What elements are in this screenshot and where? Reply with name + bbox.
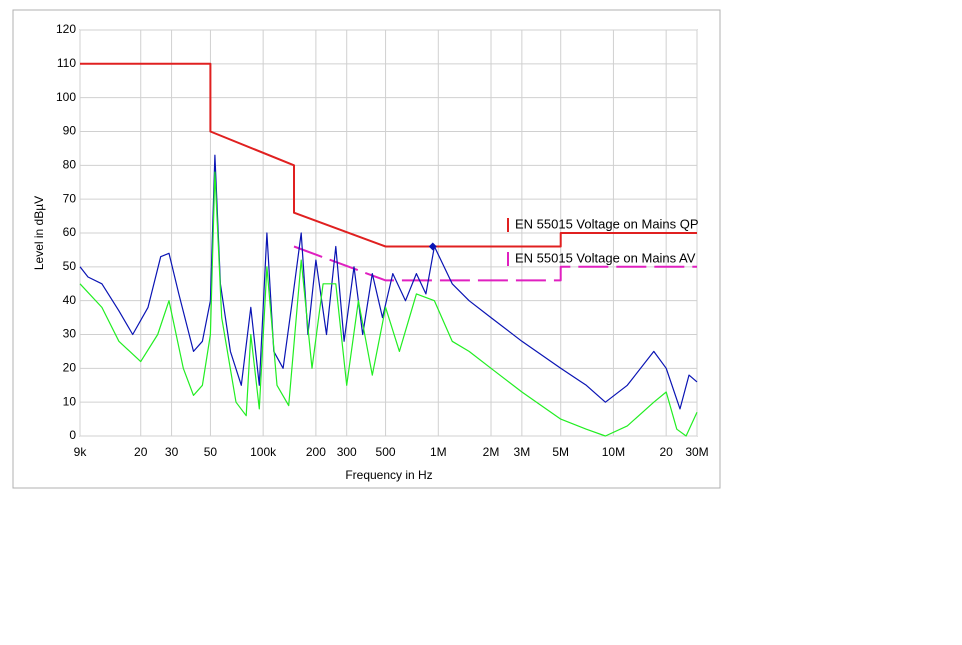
legend-label: EN 55015 Voltage on Mains QP bbox=[515, 216, 699, 231]
x-tick-label: 10M bbox=[602, 445, 625, 459]
series-line bbox=[79, 171, 698, 437]
series-line bbox=[80, 62, 697, 248]
y-tick-label: 90 bbox=[63, 124, 77, 138]
y-tick-label: 120 bbox=[56, 22, 76, 36]
y-axis-label: Level in dBµV bbox=[32, 196, 46, 270]
x-tick-label: 9k bbox=[74, 445, 88, 459]
x-tick-label: 200 bbox=[306, 445, 326, 459]
x-tick-label: 5M bbox=[552, 445, 569, 459]
y-tick-label: 80 bbox=[63, 158, 77, 172]
x-tick-label: 30 bbox=[165, 445, 179, 459]
legend-label: EN 55015 Voltage on Mains AV bbox=[515, 250, 696, 265]
y-tick-label: 70 bbox=[63, 191, 77, 205]
y-tick-label: 20 bbox=[63, 361, 77, 375]
x-tick-label: 500 bbox=[376, 445, 396, 459]
y-tick-label: 30 bbox=[63, 327, 77, 341]
x-tick-label: 300 bbox=[337, 445, 357, 459]
x-tick-label: 20 bbox=[134, 445, 148, 459]
x-tick-label: 20 bbox=[659, 445, 673, 459]
x-tick-label: 100k bbox=[250, 445, 277, 459]
y-tick-label: 100 bbox=[56, 90, 76, 104]
x-tick-label: 1M bbox=[430, 445, 447, 459]
frame bbox=[12, 9, 721, 489]
y-tick-label: 50 bbox=[63, 259, 77, 273]
y-tick-label: 60 bbox=[63, 225, 77, 239]
x-tick-label: 2M bbox=[483, 445, 500, 459]
y-tick-label: 0 bbox=[69, 428, 76, 442]
x-axis-label: Frequency in Hz bbox=[345, 468, 432, 482]
x-tick-label: 50 bbox=[204, 445, 218, 459]
x-tick-label: 30M bbox=[685, 445, 708, 459]
y-tick-label: 10 bbox=[63, 394, 77, 408]
peak-marker bbox=[428, 242, 437, 251]
series-line bbox=[293, 245, 697, 282]
y-tick-label: 40 bbox=[63, 293, 77, 307]
x-tick-label: 3M bbox=[514, 445, 531, 459]
y-tick-label: 110 bbox=[57, 56, 76, 70]
